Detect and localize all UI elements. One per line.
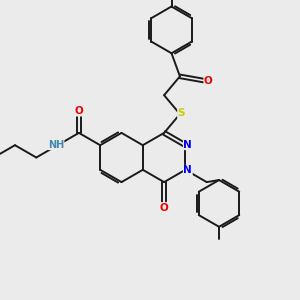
Text: S: S [178, 109, 185, 118]
Text: NH: NH [48, 140, 64, 150]
Text: O: O [204, 76, 213, 85]
Text: O: O [74, 106, 83, 116]
Text: N: N [183, 165, 192, 176]
Text: O: O [160, 202, 169, 213]
Text: N: N [183, 140, 192, 150]
